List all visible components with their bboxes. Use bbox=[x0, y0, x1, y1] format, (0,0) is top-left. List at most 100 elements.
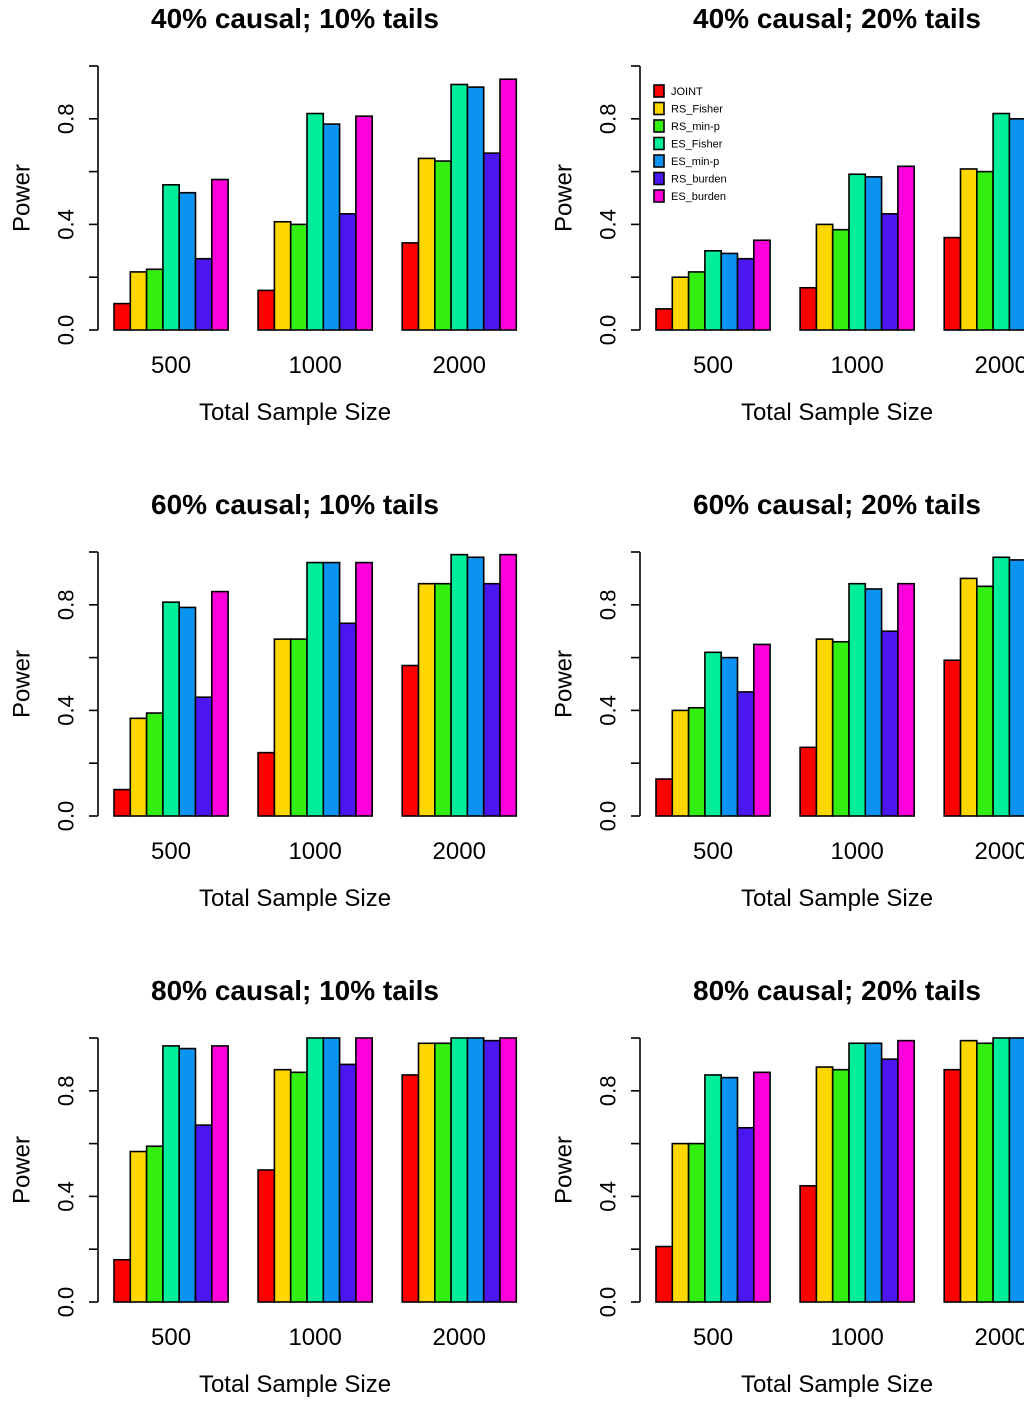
y-tick-label: 0.8 bbox=[596, 590, 621, 621]
bar-es-burden-1000 bbox=[355, 561, 373, 817]
bar-rs-min-p-500 bbox=[145, 1145, 164, 1303]
bar-es-min-p-1000 bbox=[322, 123, 341, 331]
bar-es-fisher-500 bbox=[704, 1074, 722, 1303]
bar-rs-fisher-500 bbox=[671, 1142, 690, 1303]
y-tick-label: 0.4 bbox=[54, 209, 79, 240]
x-axis-title: Total Sample Size bbox=[741, 399, 933, 426]
bar-rs-burden-1000 bbox=[338, 1063, 357, 1303]
x-category-label: 500 bbox=[151, 1324, 191, 1351]
x-category-label: 500 bbox=[693, 352, 733, 379]
bar-rs-fisher-500 bbox=[129, 717, 148, 817]
bar-es-burden-2000 bbox=[499, 553, 518, 817]
bar-es-fisher-2000 bbox=[992, 556, 1011, 817]
x-category-label: 2000 bbox=[975, 352, 1024, 379]
x-category-label: 500 bbox=[693, 838, 733, 865]
bar-es-min-p-500 bbox=[178, 1047, 197, 1303]
bar-joint-2000 bbox=[401, 664, 420, 817]
bar-es-fisher-500 bbox=[162, 184, 180, 331]
y-tick-label: 0.8 bbox=[596, 1076, 621, 1107]
bar-rs-min-p-500 bbox=[145, 712, 164, 817]
bar-es-min-p-2000 bbox=[466, 1037, 485, 1303]
bar-rs-fisher-1000 bbox=[815, 638, 834, 817]
bar-es-fisher-1000 bbox=[848, 1042, 867, 1303]
bar-rs-burden-1000 bbox=[338, 622, 357, 817]
x-axis-title: Total Sample Size bbox=[199, 885, 391, 912]
bar-es-burden-500 bbox=[753, 643, 771, 817]
bar-es-min-p-2000 bbox=[1008, 118, 1024, 331]
bar-rs-fisher-1000 bbox=[273, 220, 292, 331]
bar-es-min-p-2000 bbox=[1008, 1037, 1024, 1303]
bar-rs-min-p-500 bbox=[145, 268, 164, 331]
chart-panel-1: 40% causal; 10% tails 0.0 0.4 0.8 Power 500 10… bbox=[9, 3, 518, 426]
x-axis-title: Total Sample Size bbox=[199, 1371, 391, 1398]
legend-swatch bbox=[653, 189, 665, 203]
x-category-label: 2000 bbox=[975, 838, 1024, 865]
x-category-label: 2000 bbox=[433, 1324, 486, 1351]
bar-es-fisher-500 bbox=[704, 651, 722, 817]
chart-panel-3: 60% causal; 10% tails 0.0 0.4 0.8 Power 500 10… bbox=[9, 489, 518, 912]
bar-es-min-p-1000 bbox=[864, 1042, 883, 1303]
legend-label: ES_min-p bbox=[671, 156, 719, 168]
bar-es-burden-1000 bbox=[355, 1037, 373, 1303]
bar-rs-min-p-2000 bbox=[975, 170, 994, 331]
chart-title: 40% causal; 10% tails bbox=[151, 3, 439, 34]
chart-title: 60% causal; 10% tails bbox=[151, 489, 439, 520]
bar-joint-500 bbox=[113, 302, 132, 331]
bar-rs-fisher-500 bbox=[129, 271, 148, 331]
bar-rs-burden-500 bbox=[194, 696, 213, 817]
bar-joint-500 bbox=[113, 1258, 132, 1303]
bar-es-min-p-500 bbox=[720, 1076, 739, 1303]
bar-rs-fisher-500 bbox=[671, 709, 690, 817]
bar-es-min-p-2000 bbox=[466, 86, 485, 331]
bar-rs-burden-500 bbox=[736, 257, 755, 331]
y-axis-title: Power bbox=[551, 164, 578, 232]
chart-title: 60% causal; 20% tails bbox=[693, 489, 981, 520]
legend-label: ES_burden bbox=[671, 191, 726, 203]
legend: JOINT RS_Fisher RS_min-p ES_Fisher ES_min-p R… bbox=[653, 84, 727, 203]
bar-es-min-p-1000 bbox=[322, 561, 341, 817]
y-axis-title: Power bbox=[9, 650, 36, 718]
bar-es-burden-2000 bbox=[499, 78, 518, 331]
bar-es-fisher-500 bbox=[704, 250, 722, 331]
bar-rs-fisher-500 bbox=[671, 276, 690, 331]
x-category-label: 2000 bbox=[433, 838, 486, 865]
legend-label: RS_burden bbox=[671, 174, 727, 186]
bar-rs-burden-2000 bbox=[482, 582, 501, 817]
bar-joint-2000 bbox=[401, 242, 420, 331]
bar-rs-burden-500 bbox=[194, 1124, 213, 1303]
bar-rs-min-p-500 bbox=[687, 706, 706, 817]
bar-es-fisher-1000 bbox=[306, 112, 325, 331]
legend-swatch bbox=[653, 171, 665, 186]
y-tick-label: 0.0 bbox=[54, 801, 79, 832]
y-tick-label: 0.8 bbox=[54, 104, 79, 135]
bar-rs-burden-1000 bbox=[880, 630, 899, 817]
legend-swatch bbox=[653, 136, 665, 151]
bar-joint-1000 bbox=[799, 746, 818, 817]
y-axis-title: Power bbox=[9, 164, 36, 232]
y-tick-label: 0.8 bbox=[54, 590, 79, 621]
bar-es-burden-1000 bbox=[897, 582, 915, 817]
bar-rs-min-p-500 bbox=[687, 271, 706, 331]
bar-es-min-p-500 bbox=[178, 606, 197, 817]
bar-rs-fisher-2000 bbox=[417, 157, 436, 331]
y-tick-label: 0.0 bbox=[54, 315, 79, 346]
bar-joint-500 bbox=[655, 1245, 674, 1303]
legend-label: RS_Fisher bbox=[671, 104, 723, 116]
y-tick-label: 0.8 bbox=[596, 104, 621, 135]
bar-rs-min-p-500 bbox=[687, 1142, 706, 1303]
bar-rs-burden-2000 bbox=[482, 152, 501, 331]
bar-es-fisher-2000 bbox=[450, 1037, 469, 1303]
chart-title: 80% causal; 20% tails bbox=[693, 975, 981, 1006]
bar-es-fisher-1000 bbox=[306, 561, 325, 817]
bar-es-burden-2000 bbox=[499, 1037, 518, 1303]
y-tick-label: 0.4 bbox=[596, 695, 621, 726]
bar-es-min-p-1000 bbox=[864, 176, 883, 331]
x-category-label: 2000 bbox=[433, 352, 486, 379]
bar-es-burden-500 bbox=[211, 1045, 229, 1303]
y-axis-title: Power bbox=[9, 1136, 36, 1204]
y-tick-label: 0.4 bbox=[54, 695, 79, 726]
bar-rs-fisher-2000 bbox=[417, 1042, 436, 1303]
bar-rs-burden-1000 bbox=[880, 1058, 899, 1303]
bar-es-fisher-1000 bbox=[848, 173, 867, 331]
bar-es-fisher-2000 bbox=[450, 553, 469, 817]
